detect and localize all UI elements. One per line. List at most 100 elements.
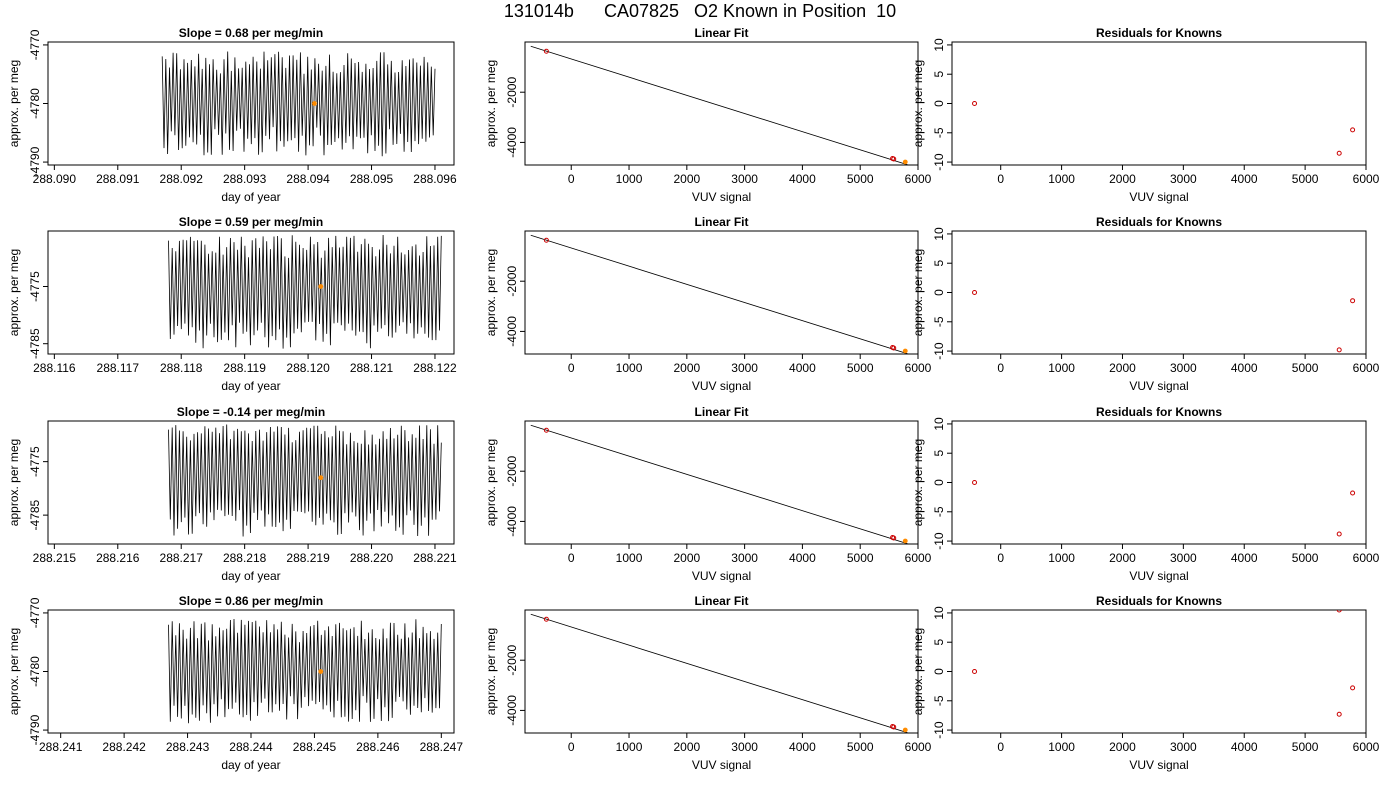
x-tick-label: 4000 <box>789 551 816 565</box>
y-tick-label: -2000 <box>505 645 519 676</box>
y-tick-label: -4770 <box>28 29 42 60</box>
x-tick-label: 288.122 <box>413 361 457 375</box>
y-axis-label: approx. per meg <box>911 249 925 336</box>
x-tick-label: 3000 <box>1170 551 1197 565</box>
panel-title: Residuals for Knowns <box>1096 594 1222 608</box>
x-tick-label: 2000 <box>673 172 700 186</box>
plot-data <box>972 610 1356 717</box>
panel-title: Residuals for Knowns <box>1096 26 1222 40</box>
known-point <box>1336 711 1342 717</box>
known-point <box>543 237 549 243</box>
y-tick-label: -5 <box>932 127 946 138</box>
x-tick-label: 0 <box>568 740 575 754</box>
x-tick-label: 288.244 <box>229 740 273 754</box>
x-tick-label: 288.118 <box>160 361 203 375</box>
y-tick-label: -4000 <box>505 506 519 537</box>
known-point <box>1350 127 1356 133</box>
y-tick-label: -10 <box>932 153 946 171</box>
x-tick-label: 6000 <box>905 740 932 754</box>
plot-frame <box>951 230 1367 355</box>
y-axis-label: approx. per meg <box>7 60 21 147</box>
x-tick-label: 5000 <box>1292 172 1319 186</box>
y-tick-label: -5 <box>932 695 946 706</box>
panel-title: Slope = 0.86 per meg/min <box>179 594 323 608</box>
panel-title: Slope = 0.68 per meg/min <box>179 26 323 40</box>
x-tick-label: 288.119 <box>223 361 266 375</box>
page-title: 131014b CA07825 O2 Known in Position 10 <box>503 1 897 21</box>
x-tick-label: 2000 <box>1109 172 1136 186</box>
data-trace <box>168 424 442 537</box>
y-tick-label: -4770 <box>28 597 42 628</box>
panel-title: Slope = 0.59 per meg/min <box>179 215 323 229</box>
x-tick-label: 288.095 <box>350 172 394 186</box>
x-tick-label: 4000 <box>789 172 816 186</box>
data-trace <box>161 51 436 157</box>
x-axis-label: VUV signal <box>692 190 751 204</box>
x-tick-label: 1000 <box>1048 361 1075 375</box>
y-tick-label: 0 <box>932 668 946 675</box>
x-tick-label: 288.219 <box>286 551 330 565</box>
panel-title: Linear Fit <box>694 26 748 40</box>
y-tick-label: -10 <box>932 721 946 739</box>
panel-linear-fit-row-4: Linear Fit 0 1000 2000 3000 4000 5000 6000 -2000… <box>484 594 932 772</box>
data-trace <box>168 234 442 349</box>
x-tick-label: 5000 <box>1292 551 1319 565</box>
highlight-point <box>312 101 317 106</box>
x-tick-label: 288.090 <box>33 172 77 186</box>
plot-data <box>168 618 442 724</box>
x-tick-label: 0 <box>997 172 1004 186</box>
panel-linear-fit-row-3: Linear Fit 0 1000 2000 3000 4000 5000 6000 -2000… <box>484 405 932 583</box>
known-point <box>972 290 978 295</box>
y-tick-label: -2000 <box>505 456 519 487</box>
x-axis-label: day of year <box>221 569 280 583</box>
fit-line <box>530 234 908 354</box>
x-tick-label: 3000 <box>731 172 758 186</box>
y-tick-label: -4000 <box>505 127 519 158</box>
y-tick-label: -4790 <box>28 714 42 745</box>
x-tick-label: 1000 <box>616 740 643 754</box>
y-tick-label: 10 <box>932 417 946 431</box>
panel-linear-fit-row-1: Linear Fit 0 1000 2000 3000 4000 5000 6000 -2000… <box>484 26 932 204</box>
y-tick-label: -4785 <box>28 499 42 530</box>
x-tick-label: 288.243 <box>166 740 210 754</box>
x-tick-label: 288.120 <box>286 361 330 375</box>
y-tick-label: -2000 <box>505 266 519 297</box>
panel-residuals-row-1: Residuals for Knowns 0 1000 2000 3000 4000 500… <box>911 26 1380 204</box>
x-axis-label: day of year <box>221 190 280 204</box>
x-tick-label: 2000 <box>1109 551 1136 565</box>
y-axis-label: approx. per meg <box>484 249 498 336</box>
x-tick-label: 1000 <box>1048 740 1075 754</box>
known-point <box>891 156 897 162</box>
x-axis-label: VUV signal <box>692 379 751 393</box>
x-tick-label: 6000 <box>1353 361 1380 375</box>
x-axis-label: VUV signal <box>1129 758 1188 772</box>
x-tick-label: 6000 <box>1353 740 1380 754</box>
highlight-point <box>318 669 324 674</box>
plot-frame <box>47 420 455 545</box>
y-tick-label: 5 <box>932 450 946 457</box>
x-axis-label: VUV signal <box>692 569 751 583</box>
known-point <box>1336 610 1342 613</box>
y-axis-label: approx. per meg <box>7 249 21 336</box>
x-tick-label: 288.094 <box>286 172 330 186</box>
y-tick-label: -4000 <box>505 695 519 726</box>
x-tick-label: 288.247 <box>420 740 464 754</box>
known-point <box>1350 490 1356 496</box>
fit-line <box>530 424 908 544</box>
y-tick-label: 10 <box>932 38 946 52</box>
x-tick-label: 288.215 <box>33 551 77 565</box>
x-tick-label: 4000 <box>789 361 816 375</box>
y-axis-label: approx. per meg <box>484 628 498 715</box>
plot-data <box>972 101 1356 156</box>
plot-frame <box>951 41 1367 166</box>
x-tick-label: 3000 <box>1170 361 1197 375</box>
panel-title: Linear Fit <box>694 215 748 229</box>
y-tick-label: 5 <box>932 260 946 267</box>
panel-slope-row-4: Slope = 0.86 per meg/min 288.241 288.242 28… <box>7 594 463 772</box>
known-point <box>891 345 897 351</box>
x-tick-label: 0 <box>997 740 1004 754</box>
y-tick-label: -10 <box>932 532 946 550</box>
x-tick-label: 288.221 <box>413 551 457 565</box>
y-tick-label: 0 <box>932 100 946 107</box>
